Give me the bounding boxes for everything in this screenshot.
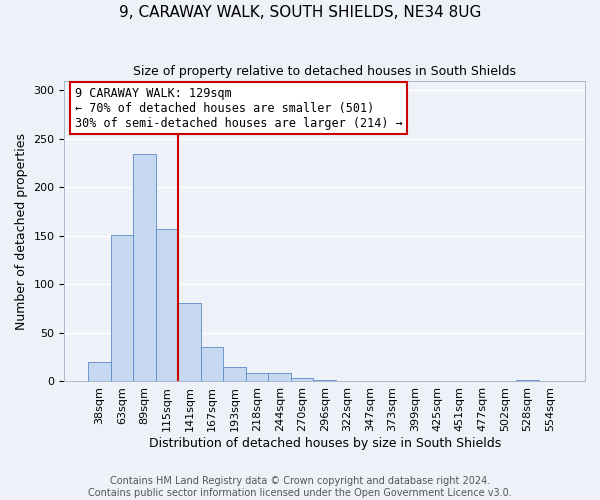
Bar [268,372,291,382]
Bar [291,378,313,382]
Text: Contains HM Land Registry data © Crown copyright and database right 2024.
Contai: Contains HM Land Registry data © Crown c… [88,476,512,498]
Bar [223,367,246,382]
Title: Size of property relative to detached houses in South Shields: Size of property relative to detached ho… [133,65,516,78]
Bar [201,346,223,382]
Bar [178,303,201,382]
X-axis label: Distribution of detached houses by size in South Shields: Distribution of detached houses by size … [149,437,501,450]
Bar [516,380,539,382]
Text: 9 CARAWAY WALK: 129sqm
← 70% of detached houses are smaller (501)
30% of semi-de: 9 CARAWAY WALK: 129sqm ← 70% of detached… [75,86,403,130]
Text: 9, CARAWAY WALK, SOUTH SHIELDS, NE34 8UG: 9, CARAWAY WALK, SOUTH SHIELDS, NE34 8UG [119,5,481,20]
Bar [313,380,336,382]
Bar [110,235,133,382]
Bar [133,154,155,382]
Bar [155,229,178,382]
Y-axis label: Number of detached properties: Number of detached properties [15,132,28,330]
Bar [246,372,268,382]
Bar [88,362,110,382]
